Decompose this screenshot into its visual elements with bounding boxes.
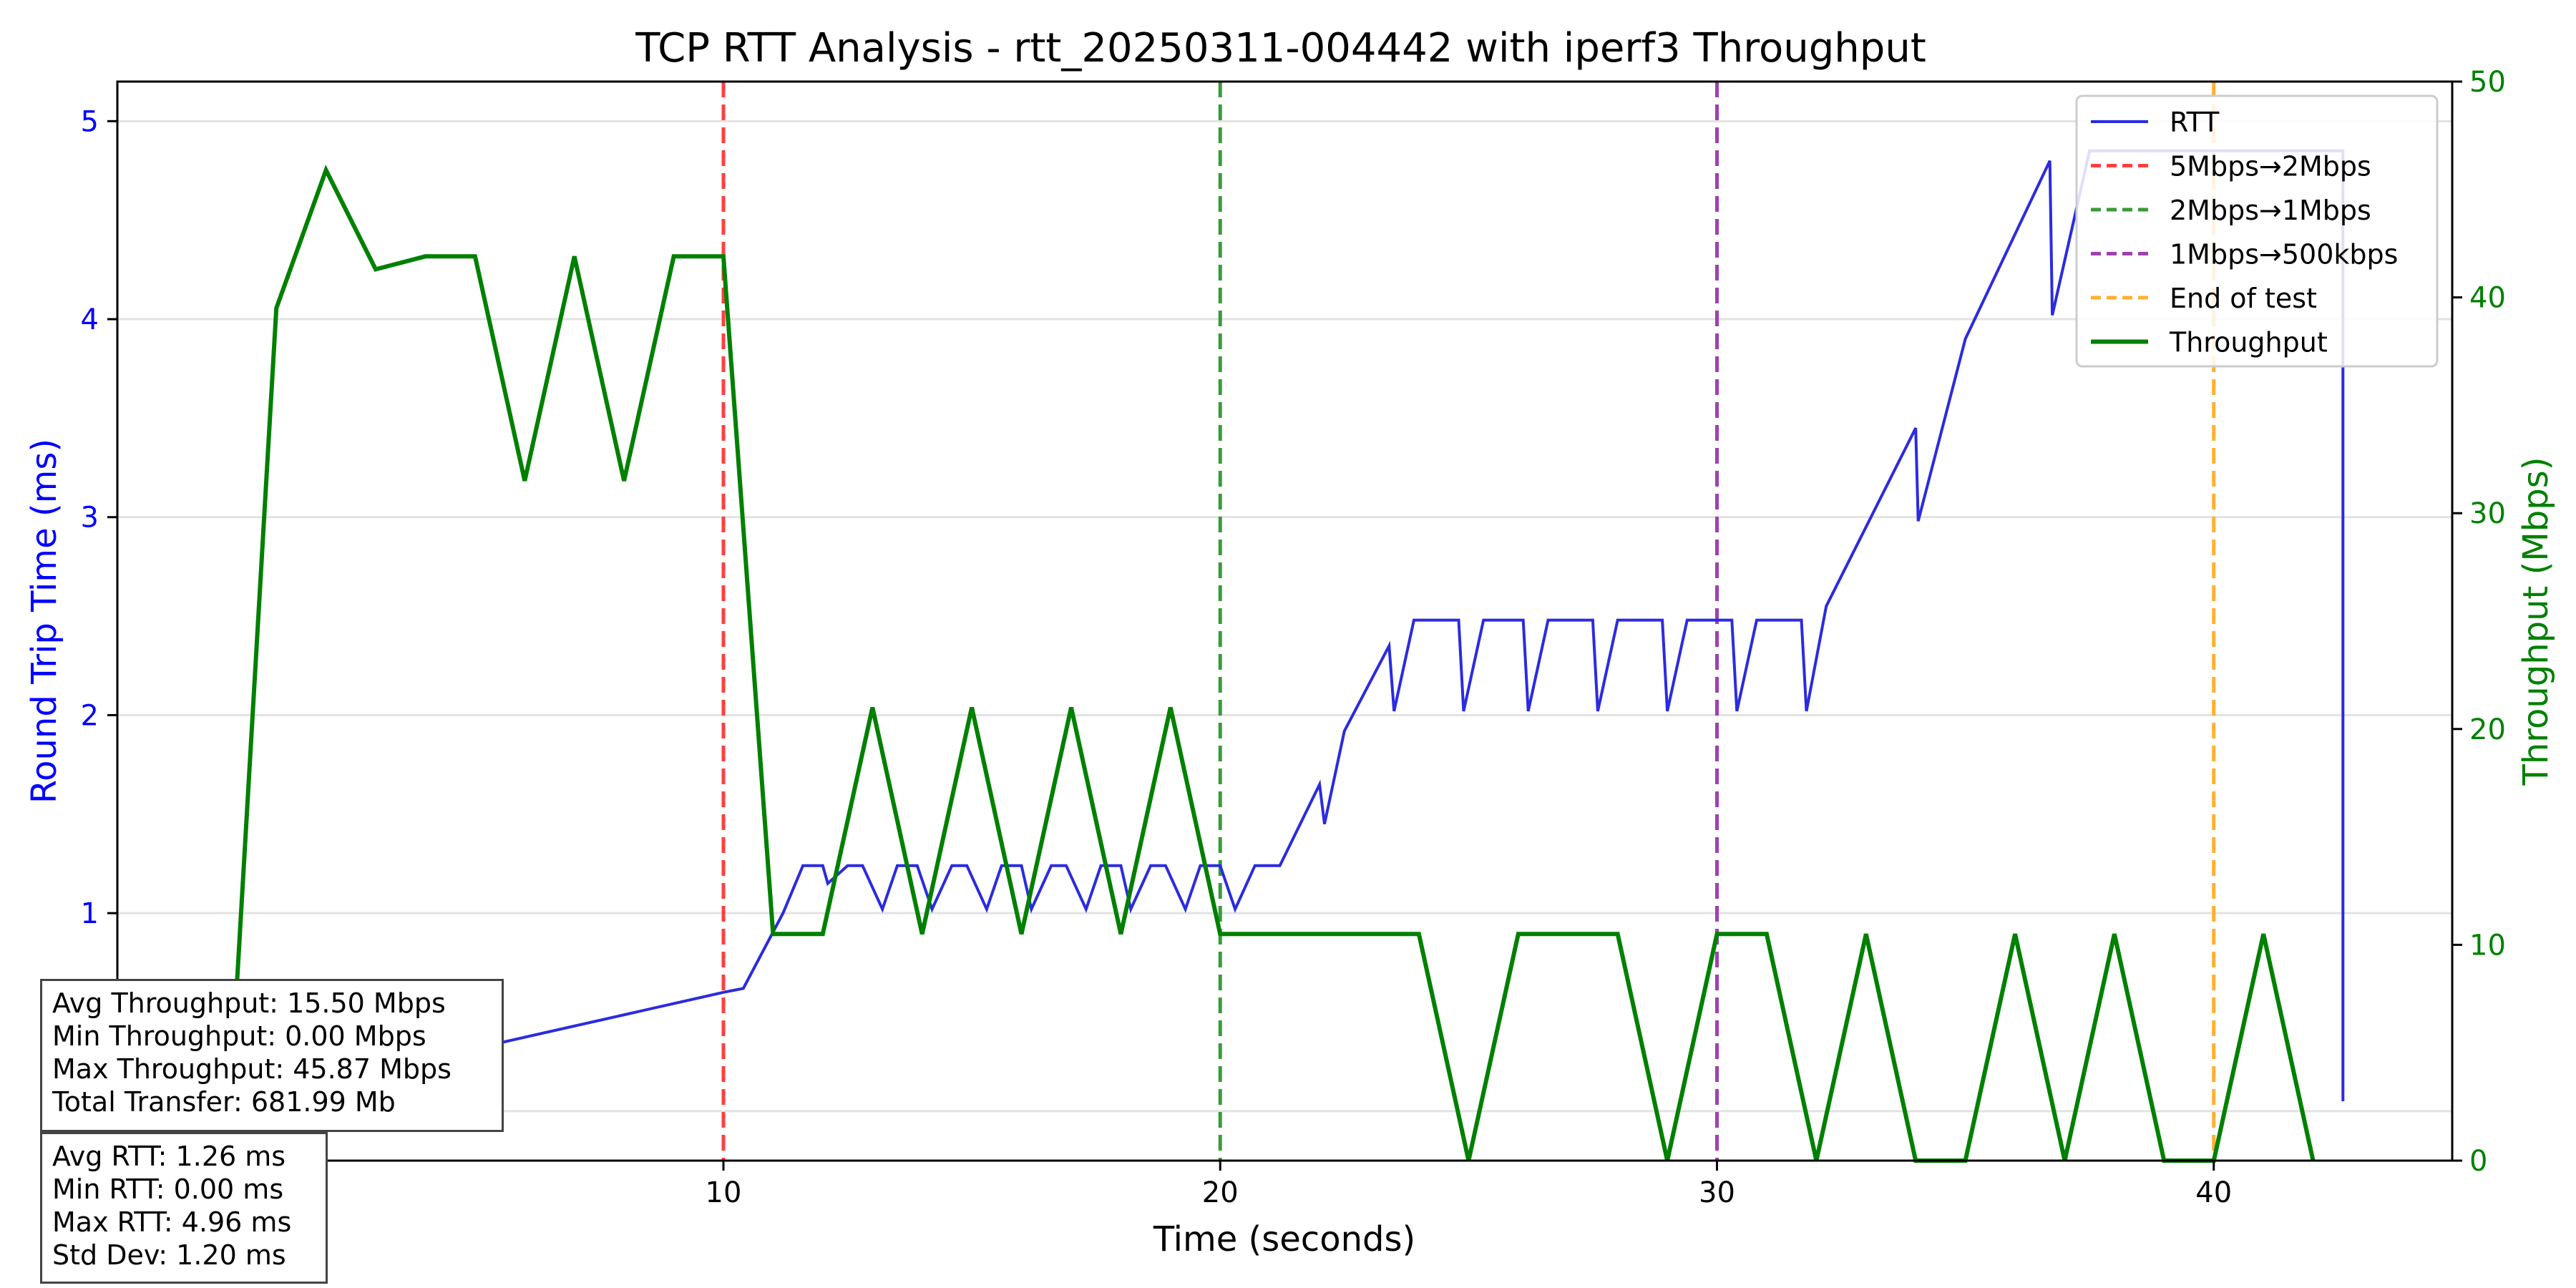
legend-label: 2Mbps→1Mbps (2170, 195, 2371, 226)
stat-max-rtt: Max RTT: 4.96 ms (52, 1206, 292, 1238)
x-axis-label: Time (seconds) (1153, 1219, 1415, 1259)
legend-label: 1Mbps→500kbps (2170, 239, 2398, 270)
y-left-tick-label: 3 (81, 502, 99, 535)
chart-title: TCP RTT Analysis - rtt_20250311-004442 w… (635, 25, 1926, 72)
y-left-tick-label: 4 (81, 303, 99, 336)
axes: 0123450102030405010203040 (81, 66, 2506, 1209)
stat-total-transfer: Total Transfer: 681.99 Mb (52, 1086, 396, 1118)
y-right-tick-label: 40 (2469, 282, 2506, 315)
y-right-tick-label: 50 (2469, 66, 2506, 99)
legend-box (2075, 94, 2439, 368)
legend-label: Throughput (2169, 327, 2328, 358)
x-tick-label: 40 (2195, 1176, 2232, 1209)
legend-label: End of test (2170, 283, 2317, 314)
stat-std-dev: Std Dev: 1.20 ms (52, 1239, 286, 1271)
y-axis-right-label: Throughput (Mbps) (2516, 457, 2556, 786)
y-right-tick-label: 30 (2469, 497, 2506, 530)
x-tick-label: 10 (706, 1176, 742, 1209)
plot-frame (116, 80, 2454, 1162)
x-tick-label: 20 (1202, 1176, 1239, 1209)
stat-min-rtt: Min RTT: 0.00 ms (52, 1174, 284, 1205)
stat-min-throughput: Min Throughput: 0.00 Mbps (52, 1020, 426, 1052)
stat-avg-throughput: Avg Throughput: 15.50 Mbps (52, 987, 446, 1019)
throughput-stats-box: Avg Throughput: 15.50 Mbps Min Throughpu… (40, 979, 504, 1132)
y-right-tick-label: 10 (2469, 929, 2506, 962)
stat-max-throughput: Max Throughput: 45.87 Mbps (52, 1053, 452, 1085)
legend-label: RTT (2170, 107, 2220, 138)
y-right-tick-label: 0 (2469, 1145, 2487, 1178)
y-right-tick-label: 20 (2469, 713, 2506, 746)
stat-avg-rtt: Avg RTT: 1.26 ms (52, 1141, 286, 1172)
x-tick-label: 30 (1699, 1176, 1735, 1209)
rtt-stats-box: Avg RTT: 1.26 ms Min RTT: 0.00 ms Max RT… (40, 1132, 328, 1284)
series-rtt (225, 149, 2345, 1113)
legend: RTT 5Mbps→2Mbps 2Mbps→1Mbps 1Mbps→500kbps En… (2075, 94, 2439, 368)
y-left-tick-label: 1 (81, 897, 99, 930)
y-axis-left-label: Round Trip Time (ms) (24, 439, 64, 804)
transition-lines (721, 82, 2216, 1161)
y-left-tick-label: 2 (81, 699, 99, 732)
y-left-tick-label: 5 (81, 105, 99, 138)
plot-series (224, 149, 2345, 1163)
grid-lines (117, 119, 2452, 1113)
legend-label: 5Mbps→2Mbps (2170, 151, 2371, 182)
